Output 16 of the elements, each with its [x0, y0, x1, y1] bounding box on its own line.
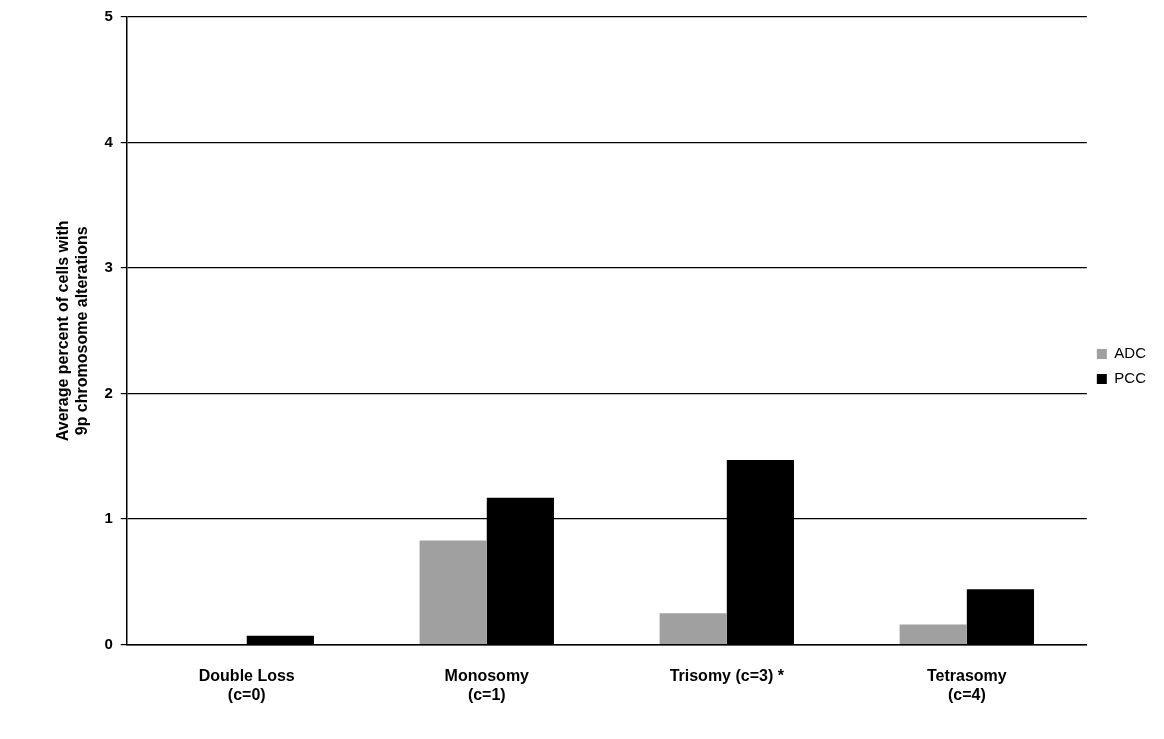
bar [659, 613, 727, 644]
x-tick-label: Tetrasomy (c=4) [926, 666, 1007, 703]
y-axis-title: Average percent of cells with 9p chromosome alterations [54, 220, 91, 442]
y-tick-label: 4 [104, 132, 114, 150]
x-tick-label: Monosomy (c=1) [444, 666, 530, 703]
bar [419, 540, 487, 644]
y-tick-label: 5 [104, 7, 113, 25]
y-tick-label: 1 [104, 509, 113, 527]
y-tick-label: 0 [104, 634, 113, 652]
x-tick-label: Trisomy (c=3) * [669, 666, 785, 684]
bar [899, 624, 967, 644]
legend-label: PCC [1114, 369, 1147, 387]
y-tick-label: 3 [104, 258, 113, 276]
x-tick-label: Double Loss (c=0) [198, 666, 295, 703]
y-tick-label: 2 [104, 383, 113, 401]
legend-label: ADC [1114, 344, 1147, 362]
